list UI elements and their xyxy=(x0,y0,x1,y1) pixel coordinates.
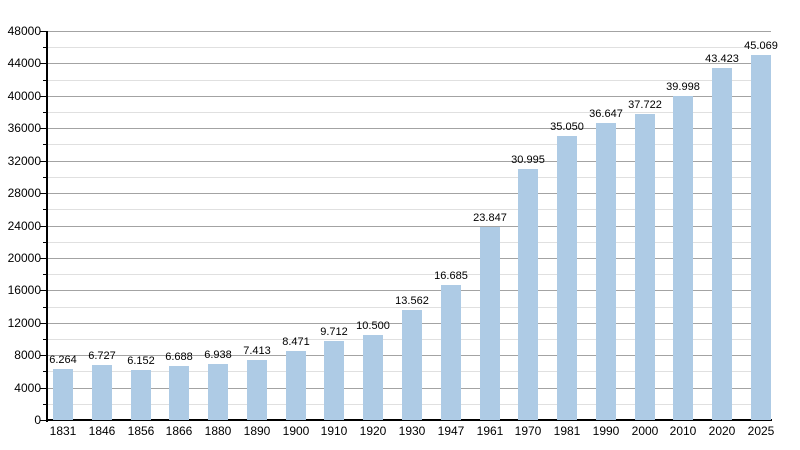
gridline-major xyxy=(48,258,771,259)
bar xyxy=(751,55,771,420)
bar xyxy=(131,370,151,420)
y-axis-tick-label: 36000 xyxy=(7,121,41,135)
gridline-minor xyxy=(48,209,771,210)
x-axis-label: 1981 xyxy=(553,424,581,438)
x-axis-label: 1880 xyxy=(204,424,232,438)
bar-value-label: 30.995 xyxy=(511,154,545,166)
x-axis-label: 2020 xyxy=(708,424,736,438)
bar-value-label: 13.562 xyxy=(395,295,429,307)
gridline-major xyxy=(48,96,771,97)
x-axis-label: 1866 xyxy=(165,424,193,438)
bar xyxy=(92,365,112,420)
x-axis-label: 1890 xyxy=(243,424,271,438)
y-axis-tick-label: 28000 xyxy=(7,186,41,200)
x-axis-label: 1920 xyxy=(359,424,387,438)
bar xyxy=(169,366,189,420)
bar xyxy=(557,136,577,420)
bar-value-label: 8.471 xyxy=(282,336,310,348)
bar-value-label: 39.998 xyxy=(666,81,700,93)
x-axis-line xyxy=(46,419,772,421)
bar-value-label: 16.685 xyxy=(434,270,468,282)
gridline-minor xyxy=(48,144,771,145)
bar xyxy=(673,96,693,420)
bar xyxy=(208,364,228,420)
x-axis-label: 1970 xyxy=(514,424,542,438)
bar-value-label: 43.423 xyxy=(705,53,739,65)
x-axis-label: 1930 xyxy=(398,424,426,438)
bar-value-label: 36.647 xyxy=(589,108,623,120)
bar-value-label: 23.847 xyxy=(473,212,507,224)
gridline-minor xyxy=(48,242,771,243)
gridline-minor xyxy=(48,80,771,81)
y-axis-tick-label: 48000 xyxy=(7,24,41,38)
bar xyxy=(441,285,461,420)
x-axis-label: 1846 xyxy=(88,424,116,438)
y-axis-tick-label: 40000 xyxy=(7,89,41,103)
gridline-minor xyxy=(48,177,771,178)
x-axis: 1831 1846 1856 1866 1880 1890 1900 1910 1920 1930… xyxy=(48,424,775,444)
bar-value-label: 9.712 xyxy=(320,326,348,338)
bar xyxy=(712,68,732,420)
y-axis-tick-label: 12000 xyxy=(7,316,41,330)
y-axis-tick-label: 44000 xyxy=(7,56,41,70)
gridline-major xyxy=(48,128,771,129)
bar-value-label: 6.152 xyxy=(127,355,155,367)
bar xyxy=(402,310,422,420)
x-axis-label: 2000 xyxy=(631,424,659,438)
x-axis-label: 1947 xyxy=(437,424,465,438)
gridline-major xyxy=(48,226,771,227)
gridline-major xyxy=(48,161,771,162)
bar-value-label: 6.264 xyxy=(49,354,77,366)
x-axis-label: 1910 xyxy=(320,424,348,438)
gridline-minor xyxy=(48,47,771,48)
gridline-minor xyxy=(48,274,771,275)
y-axis-tick-label: 24000 xyxy=(7,219,41,233)
bar xyxy=(324,341,344,420)
x-axis-label: 1831 xyxy=(49,424,77,438)
x-axis-label: 2010 xyxy=(669,424,697,438)
bar-value-label: 7.413 xyxy=(243,345,271,357)
gridline-major xyxy=(48,290,771,291)
bar-value-label: 6.688 xyxy=(165,351,193,363)
bar-value-label: 37.722 xyxy=(628,99,662,111)
bar xyxy=(286,351,306,420)
bar xyxy=(53,369,73,420)
bar xyxy=(518,169,538,420)
gridline-minor xyxy=(48,112,771,113)
bar xyxy=(635,114,655,420)
bar-value-label: 6.938 xyxy=(204,349,232,361)
plot-area: 6.264 6.727 6.152 6.688 6.938 7.413 8.471 9.712… xyxy=(48,31,778,420)
bar xyxy=(480,227,500,420)
y-axis-line xyxy=(46,31,48,422)
y-axis-tick-label: 32000 xyxy=(7,154,41,168)
x-axis-label: 1990 xyxy=(592,424,620,438)
gridline-minor xyxy=(48,307,771,308)
y-axis-tick-label: 20000 xyxy=(7,251,41,265)
x-axis-label: 1856 xyxy=(127,424,155,438)
y-axis-tick-label: 16000 xyxy=(7,283,41,297)
gridline-major xyxy=(48,63,771,64)
bar-value-label: 35.050 xyxy=(550,121,584,133)
bar xyxy=(363,335,383,420)
y-axis-tick-label: 4000 xyxy=(14,381,41,395)
x-axis-label: 1961 xyxy=(476,424,504,438)
x-axis-label: 1900 xyxy=(282,424,310,438)
bar-value-label: 6.727 xyxy=(88,350,116,362)
bar-value-label: 45.069 xyxy=(744,40,778,52)
bar-value-label: 10.500 xyxy=(356,320,390,332)
bar xyxy=(247,360,267,420)
gridline-major xyxy=(48,193,771,194)
x-axis-label: 2025 xyxy=(747,424,775,438)
gridline-major xyxy=(48,31,771,32)
bar xyxy=(596,123,616,420)
